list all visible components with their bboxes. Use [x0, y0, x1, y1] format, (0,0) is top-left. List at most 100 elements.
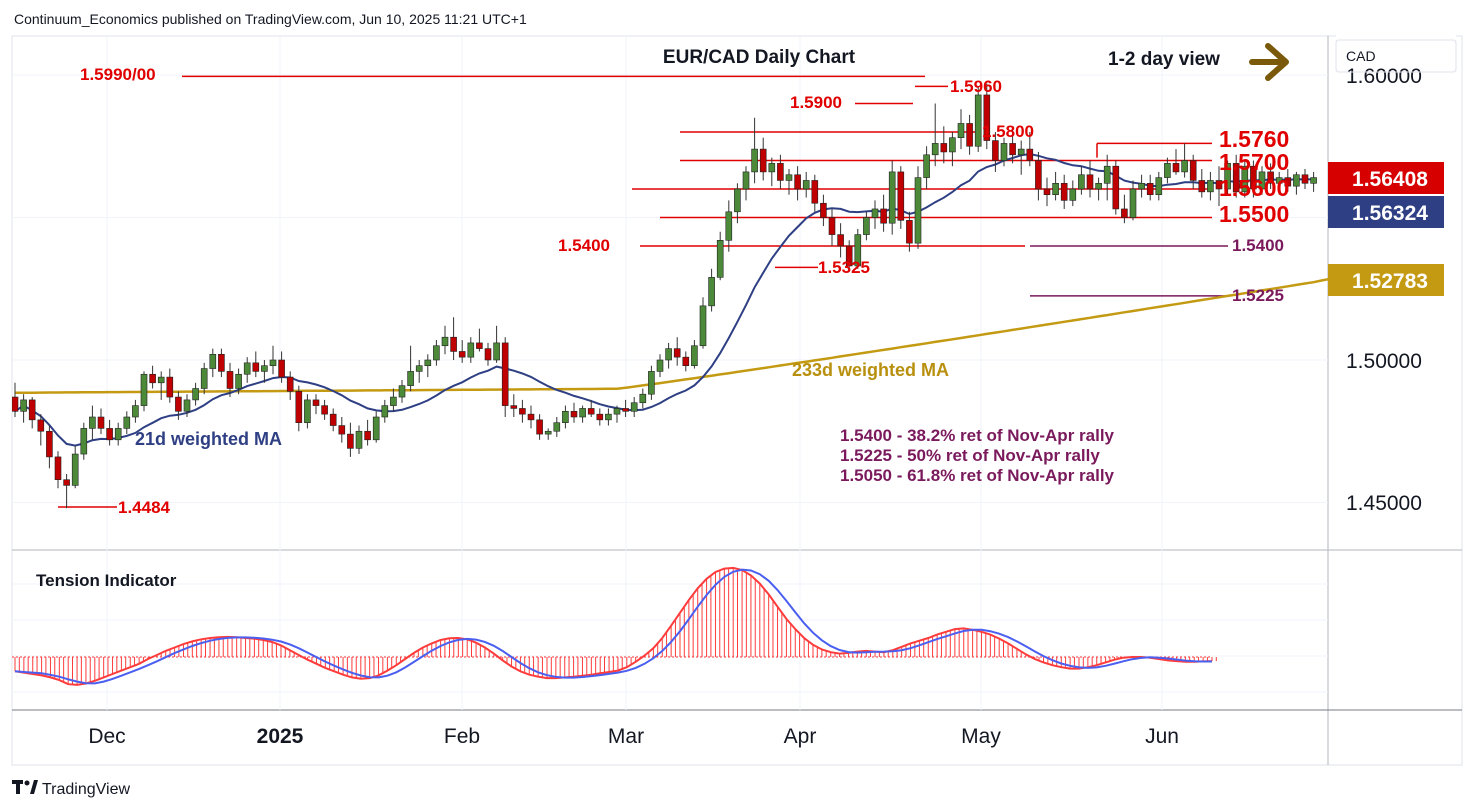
candle: [123, 411, 131, 435]
candle: [682, 351, 690, 372]
x-tick-mar: Mar: [608, 725, 644, 748]
candle: [1103, 154, 1111, 201]
candle: [888, 160, 896, 235]
candle: [424, 354, 432, 378]
level-label-1-5325: 1.5325: [818, 258, 870, 277]
candle: [1060, 174, 1068, 209]
candle: [880, 194, 887, 232]
candle: [20, 394, 27, 423]
tension-line-blue: [14, 568, 1212, 685]
x-tick-apr: Apr: [784, 725, 817, 748]
candle: [639, 388, 647, 409]
candle: [587, 399, 595, 417]
candle: [372, 411, 380, 443]
candle: [364, 419, 371, 446]
candle: [544, 428, 552, 440]
candle: [1232, 154, 1240, 198]
candle: [114, 422, 122, 446]
candle: [673, 337, 681, 366]
candle: [1293, 171, 1300, 195]
publisher-line: Continuum_Economics published on Trading…: [14, 11, 527, 27]
grid-lines: [12, 36, 1328, 710]
level-label-1-5500: 1.5500: [1219, 201, 1289, 227]
candle: [974, 86, 982, 152]
candle: [1164, 157, 1171, 184]
candle: [966, 114, 973, 155]
candle: [906, 211, 913, 252]
candle: [140, 371, 148, 412]
candle: [1112, 160, 1120, 215]
candle: [871, 200, 879, 229]
candle: [768, 157, 776, 187]
candle: [1310, 171, 1317, 192]
candle: [854, 228, 862, 269]
candle: [630, 397, 638, 417]
level-label-1-5900: 1.5900: [790, 93, 842, 112]
candle: [1052, 171, 1059, 201]
ma-21d-path: [14, 152, 1314, 447]
x-tick-feb: Feb: [444, 725, 480, 748]
ma-21d-value: 1.56324: [1352, 202, 1428, 225]
candle: [759, 137, 767, 181]
candle: [983, 83, 991, 150]
candle: [286, 371, 294, 400]
candle: [1189, 154, 1197, 189]
candle: [355, 425, 363, 455]
candle: [1215, 166, 1223, 207]
candle: [1172, 149, 1180, 175]
level-label-1-5400: 1.5400: [558, 236, 610, 255]
candle: [37, 414, 45, 446]
candle: [1095, 177, 1102, 201]
x-tick-2025: 2025: [257, 725, 304, 748]
level-label-1-4484: 1.4484: [118, 498, 171, 517]
candle: [1301, 169, 1309, 189]
fib-note-50: 1.5225 - 50% ret of Nov-Apr rally: [840, 446, 1100, 465]
candle: [415, 360, 423, 383]
ma-233d-value: 1.52783: [1352, 270, 1428, 293]
candle: [845, 240, 853, 272]
candle: [751, 117, 758, 184]
candle: [725, 200, 733, 252]
candle: [1275, 171, 1283, 195]
candle: [476, 328, 483, 352]
candle: [699, 297, 707, 349]
candle: [226, 362, 234, 398]
level-label-1-5960: 1.5960: [950, 77, 1002, 96]
fib-label-1-5400: 1.5400: [1232, 236, 1284, 255]
chart-title: EUR/CAD Daily Chart: [663, 47, 856, 68]
candle: [648, 365, 655, 400]
candle: [570, 402, 578, 423]
candle: [407, 345, 414, 392]
candle: [304, 394, 311, 429]
candle: [691, 340, 698, 369]
candle: [278, 351, 285, 383]
candle: [1078, 166, 1085, 195]
y-tick-1-45000: 1.45000: [1346, 492, 1422, 515]
level-label-1-5990: 1.5990/00: [80, 65, 156, 84]
candle: [613, 405, 621, 423]
candle: [1284, 169, 1292, 192]
candle: [46, 425, 53, 469]
candle: [493, 325, 500, 363]
tension-line-red: [14, 566, 1213, 686]
level-label-1-5800: 1.5800: [982, 122, 1034, 141]
candle: [1224, 160, 1231, 195]
ma-21d-label: 21d weighted MA: [135, 429, 282, 449]
candle: [71, 445, 79, 489]
candle: [897, 166, 905, 229]
candle: [957, 109, 965, 150]
fib-label-1-5225: 1.5225: [1232, 286, 1284, 305]
candle: [527, 405, 535, 429]
ma-233d-badge: [1328, 264, 1444, 296]
candle: [1026, 132, 1034, 167]
candle: [1069, 180, 1077, 207]
candle: [89, 405, 96, 440]
candle: [510, 394, 518, 417]
candle: [1198, 169, 1206, 198]
candle: [562, 405, 569, 429]
last-price-value: 1.56408: [1352, 168, 1428, 191]
tradingview-logo-icon[interactable]: [12, 780, 38, 794]
candle: [1129, 180, 1137, 221]
candle: [501, 337, 509, 417]
candle: [269, 345, 277, 375]
